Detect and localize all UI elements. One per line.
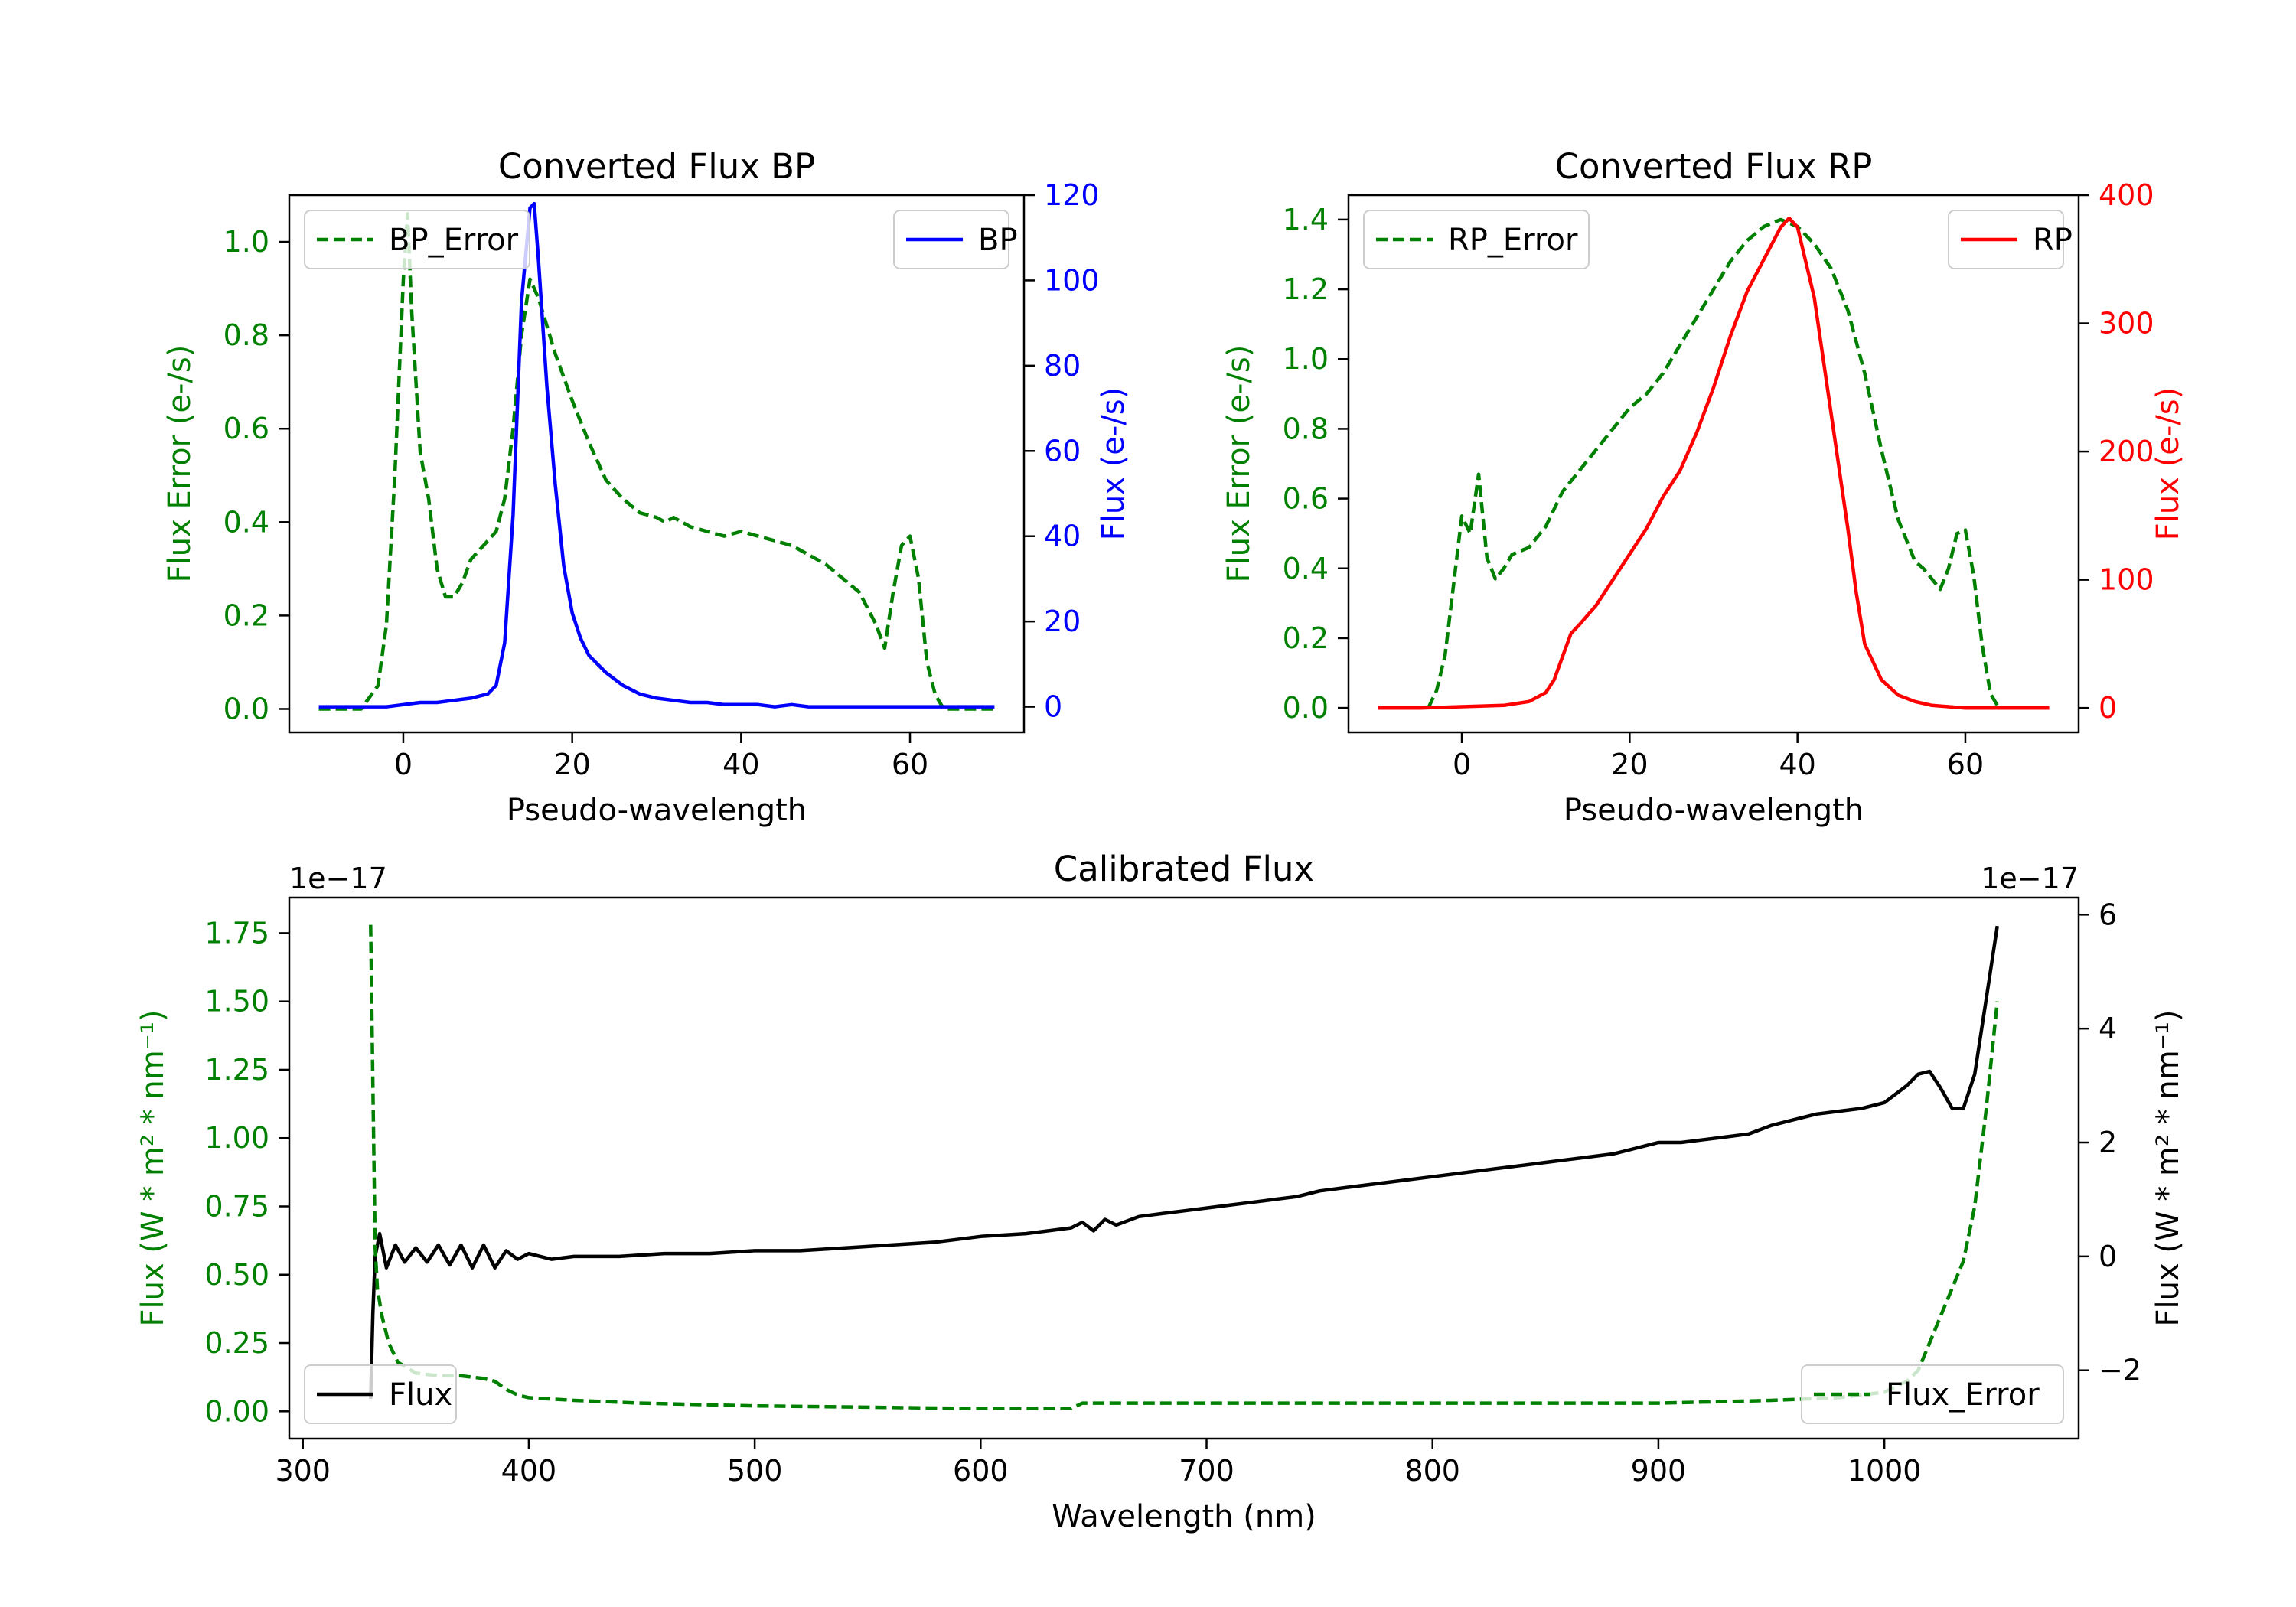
chart1-legend-left-label: BP_Error	[389, 223, 519, 258]
chart2-legend-left-box	[1363, 210, 1590, 269]
chart3-x-tick-label: 800	[1404, 1454, 1460, 1488]
chart3-y-right-offset-label: 1e−17	[1981, 862, 2079, 895]
chart2-y-right-tick-label: 200	[2099, 435, 2154, 468]
chart2-y-right-axis-label: Flux (e-/s)	[2151, 387, 2186, 540]
chart3-x-tick-label: 300	[275, 1454, 331, 1488]
chart3-y-right-tick-label: 6	[2099, 898, 2117, 931]
chart2-y-right-tick-label: 300	[2099, 307, 2154, 341]
chart3-legend-right-label: Flux_Error	[1886, 1377, 2040, 1413]
chart3-y-left-offset-label: 1e−17	[289, 862, 387, 895]
chart3-x-tick-label: 900	[1631, 1454, 1687, 1488]
chart3-y-right-tick-label: 4	[2099, 1012, 2117, 1045]
chart2-y-left-tick-label: 1.2	[1283, 272, 1329, 306]
chart1-x-axis-label: Pseudo-wavelength	[507, 793, 807, 828]
chart1-y-left-tick-label: 0.8	[223, 318, 269, 352]
chart1-y-left-tick-label: 0.2	[223, 598, 269, 632]
chart2-y-left-tick-label: 0.0	[1283, 691, 1329, 725]
chart1-y-left-axis-label: Flux Error (e-/s)	[162, 345, 197, 583]
chart3-y-right-axis-label: Flux (W * m² * nm⁻¹)	[2151, 1010, 2186, 1327]
chart3-y-left-tick-label: 1.00	[204, 1121, 269, 1155]
chart3-y-right-tick-label: 2	[2099, 1126, 2117, 1159]
chart1-title: Converted Flux BP	[498, 146, 815, 187]
chart1-y-left-tick-label: 1.0	[223, 225, 269, 259]
chart1-series-bp-line	[318, 201, 995, 709]
chart1-y-right-tick-label: 80	[1044, 349, 1081, 383]
chart3-legend-left-label: Flux	[389, 1377, 452, 1413]
chart3-title: Calibrated Flux	[1054, 849, 1314, 889]
chart1-y-right-axis-label: Flux (e-/s)	[1096, 387, 1131, 540]
chart2-axes-frame	[1347, 194, 2080, 734]
chart3-x-tick-label: 1000	[1848, 1454, 1922, 1488]
chart1-y-left-tick-label: 0.0	[223, 692, 269, 725]
chart2-series-rp-error-line	[1427, 217, 2001, 709]
chart2-x-tick-label: 60	[1947, 748, 1984, 781]
chart2-y-left-tick-label: 0.6	[1283, 482, 1329, 516]
chart1-legend-right-label: BP	[978, 223, 1018, 258]
chart3-y-left-axis-label: Flux (W * m² * nm⁻¹)	[135, 1010, 171, 1327]
chart1-y-left-tick-label: 0.4	[223, 505, 269, 539]
chart2-y-right-tick-label: 0	[2099, 691, 2117, 725]
chart1-x-tick-label: 20	[553, 748, 590, 781]
chart3-y-left-tick-label: 1.75	[204, 916, 269, 950]
chart2-x-axis-label: Pseudo-wavelength	[1564, 793, 1864, 828]
chart3-series-flux-error-line	[369, 924, 1999, 1410]
chart3-y-left-tick-label: 0.75	[204, 1189, 269, 1223]
chart3-y-right-tick-label: −2	[2099, 1354, 2141, 1387]
chart2-legend-left-label: RP_Error	[1448, 223, 1578, 258]
chart3-legend-left-box	[304, 1364, 457, 1424]
chart2-y-left-axis-label: Flux Error (e-/s)	[1221, 345, 1257, 583]
chart2-y-left-tick-label: 1.0	[1283, 342, 1329, 376]
chart1-y-right-tick-label: 0	[1044, 690, 1062, 724]
chart3-y-left-tick-label: 1.25	[204, 1053, 269, 1087]
chart2-series-rp-line	[1378, 216, 2050, 710]
chart3-y-left-tick-label: 1.50	[204, 985, 269, 1019]
chart1-legend-left-box	[304, 210, 530, 269]
chart2-y-right-tick-label: 100	[2099, 563, 2154, 597]
chart1-y-right-tick-label: 100	[1044, 263, 1100, 297]
chart3-x-tick-label: 400	[501, 1454, 557, 1488]
chart3-x-tick-label: 500	[727, 1454, 783, 1488]
chart3-series-flux-line	[369, 925, 1999, 1399]
chart2-y-left-tick-label: 0.4	[1283, 552, 1329, 585]
chart3-x-tick-label: 600	[953, 1454, 1009, 1488]
chart2-y-left-tick-label: 1.4	[1283, 203, 1329, 236]
chart1-x-tick-label: 60	[892, 748, 928, 781]
chart1-x-tick-label: 40	[722, 748, 759, 781]
chart1-y-right-tick-label: 120	[1044, 178, 1100, 212]
chart2-x-tick-label: 40	[1779, 748, 1815, 781]
chart2-y-left-tick-label: 0.2	[1283, 621, 1329, 655]
chart2-legend-right-label: RP	[2033, 223, 2073, 258]
chart1-axes-frame	[288, 194, 1026, 734]
chart1-y-right-tick-label: 20	[1044, 605, 1081, 638]
chart3-y-right-tick-label: 0	[2099, 1240, 2117, 1273]
chart2-y-right-tick-label: 400	[2099, 178, 2154, 212]
chart3-axes-frame	[288, 896, 2080, 1440]
chart3-y-left-tick-label: 0.50	[204, 1258, 269, 1292]
chart2-x-tick-label: 0	[1453, 748, 1471, 781]
chart3-x-axis-label: Wavelength (nm)	[1052, 1499, 1316, 1534]
chart1-y-left-tick-label: 0.6	[223, 412, 269, 445]
chart1-x-tick-label: 0	[394, 748, 413, 781]
chart3-y-left-tick-label: 0.00	[204, 1394, 269, 1428]
chart2-x-tick-label: 20	[1611, 748, 1648, 781]
chart3-legend-right-box	[1801, 1364, 2064, 1424]
chart2-y-left-tick-label: 0.8	[1283, 412, 1329, 445]
chart3-x-tick-label: 700	[1179, 1454, 1234, 1488]
chart1-y-right-tick-label: 40	[1044, 520, 1081, 553]
chart3-y-left-tick-label: 0.25	[204, 1326, 269, 1360]
chart2-title: Converted Flux RP	[1555, 146, 1873, 187]
chart1-series-bp-error-line	[318, 212, 995, 711]
chart1-y-right-tick-label: 60	[1044, 434, 1081, 468]
